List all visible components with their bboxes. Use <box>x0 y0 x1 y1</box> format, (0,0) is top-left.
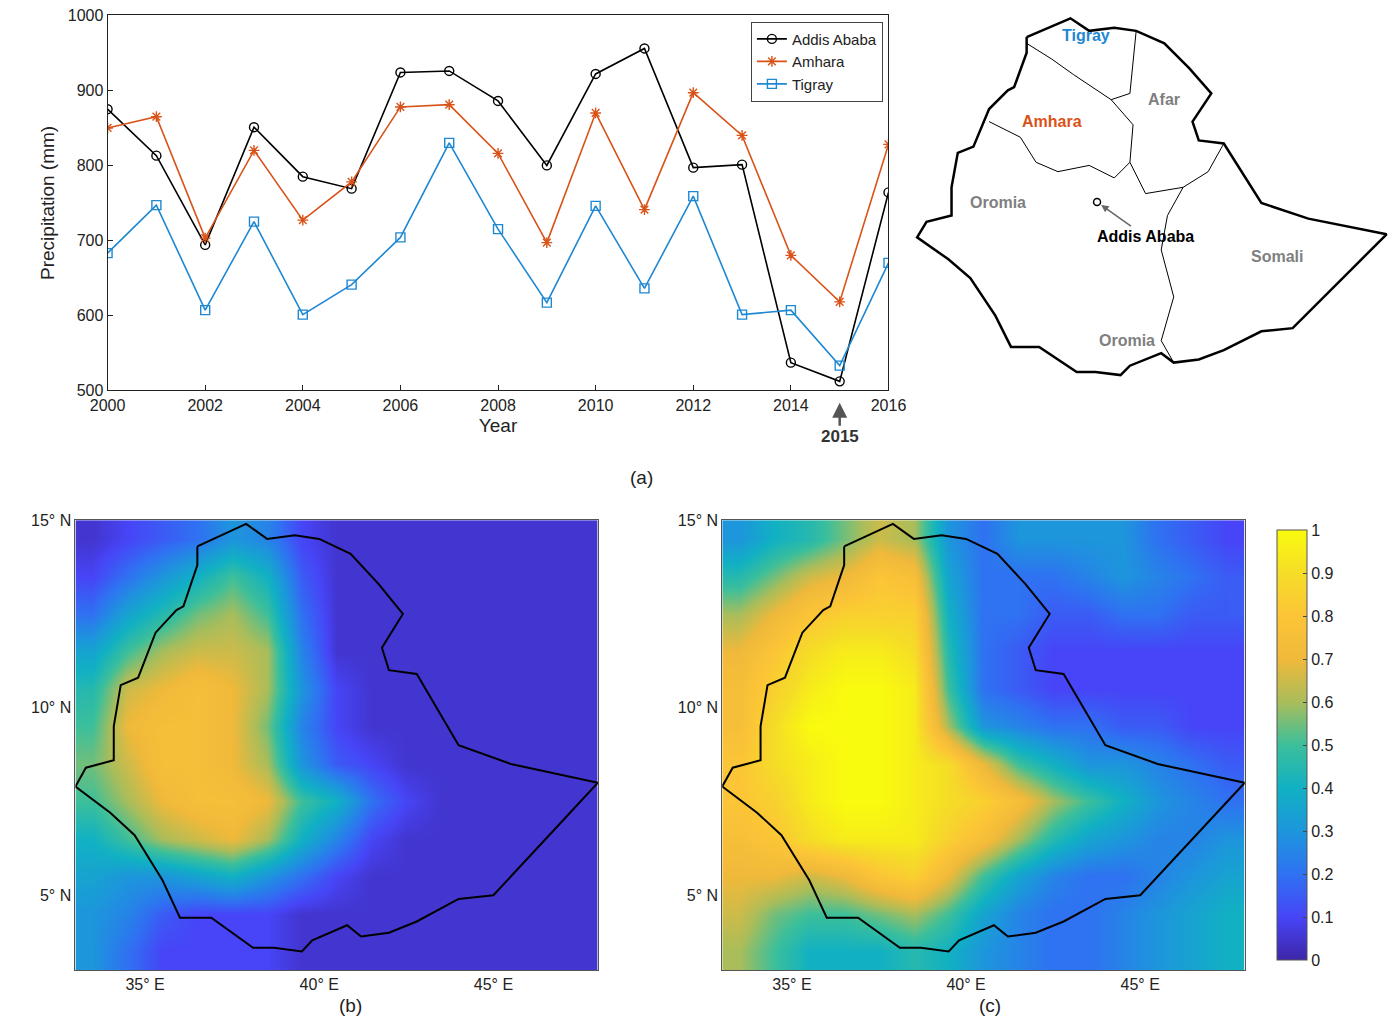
svg-text:Amhara: Amhara <box>1022 113 1082 130</box>
svg-text:2016: 2016 <box>871 397 907 414</box>
svg-text:Precipitation (mm): Precipitation (mm) <box>37 126 58 280</box>
svg-text:5° N: 5° N <box>687 887 718 904</box>
svg-text:35° E: 35° E <box>772 976 811 993</box>
svg-text:500: 500 <box>77 382 104 399</box>
svg-text:0.7: 0.7 <box>1311 651 1333 668</box>
svg-text:2002: 2002 <box>187 397 223 414</box>
svg-text:2008: 2008 <box>480 397 516 414</box>
svg-text:5° N: 5° N <box>40 887 71 904</box>
svg-text:0.9: 0.9 <box>1311 565 1333 582</box>
svg-text:0.3: 0.3 <box>1311 823 1333 840</box>
svg-text:700: 700 <box>77 232 104 249</box>
svg-text:0.1: 0.1 <box>1311 909 1333 926</box>
svg-text:Addis Ababa: Addis Ababa <box>792 31 877 48</box>
svg-text:Afar: Afar <box>1148 91 1180 108</box>
svg-text:Somali: Somali <box>1251 248 1303 265</box>
svg-text:45° E: 45° E <box>1121 976 1160 993</box>
svg-text:2014: 2014 <box>773 397 809 414</box>
svg-text:600: 600 <box>77 307 104 324</box>
svg-text:2010: 2010 <box>578 397 614 414</box>
svg-text:0.5: 0.5 <box>1311 737 1333 754</box>
svg-text:Oromia: Oromia <box>970 194 1026 211</box>
svg-text:2006: 2006 <box>383 397 419 414</box>
svg-text:40° E: 40° E <box>300 976 339 993</box>
svg-text:0.6: 0.6 <box>1311 694 1333 711</box>
svg-text:2015: 2015 <box>821 427 859 446</box>
svg-text:10° N: 10° N <box>31 699 71 716</box>
svg-text:0.4: 0.4 <box>1311 780 1333 797</box>
svg-text:0.8: 0.8 <box>1311 608 1333 625</box>
svg-text:(c): (c) <box>979 995 1001 1016</box>
svg-text:40° E: 40° E <box>946 976 985 993</box>
svg-text:0.2: 0.2 <box>1311 866 1333 883</box>
svg-text:35° E: 35° E <box>125 976 164 993</box>
svg-text:Amhara: Amhara <box>792 53 845 70</box>
svg-text:900: 900 <box>77 82 104 99</box>
svg-text:1: 1 <box>1311 522 1320 539</box>
svg-text:Addis Ababa: Addis Ababa <box>1097 228 1194 245</box>
svg-text:1000: 1000 <box>68 7 104 24</box>
svg-text:Tigray: Tigray <box>1062 27 1110 44</box>
svg-text:(b): (b) <box>339 995 362 1016</box>
svg-text:Tigray: Tigray <box>792 76 834 93</box>
svg-text:15° N: 15° N <box>31 512 71 529</box>
svg-text:45° E: 45° E <box>474 976 513 993</box>
svg-text:15° N: 15° N <box>678 512 718 529</box>
svg-text:10° N: 10° N <box>678 699 718 716</box>
svg-text:Oromia: Oromia <box>1099 332 1155 349</box>
svg-text:Year: Year <box>479 415 518 436</box>
svg-text:800: 800 <box>77 157 104 174</box>
svg-text:(a): (a) <box>630 467 653 488</box>
svg-text:0: 0 <box>1311 952 1320 969</box>
svg-text:2000: 2000 <box>90 397 126 414</box>
svg-text:2012: 2012 <box>675 397 711 414</box>
svg-text:2004: 2004 <box>285 397 321 414</box>
